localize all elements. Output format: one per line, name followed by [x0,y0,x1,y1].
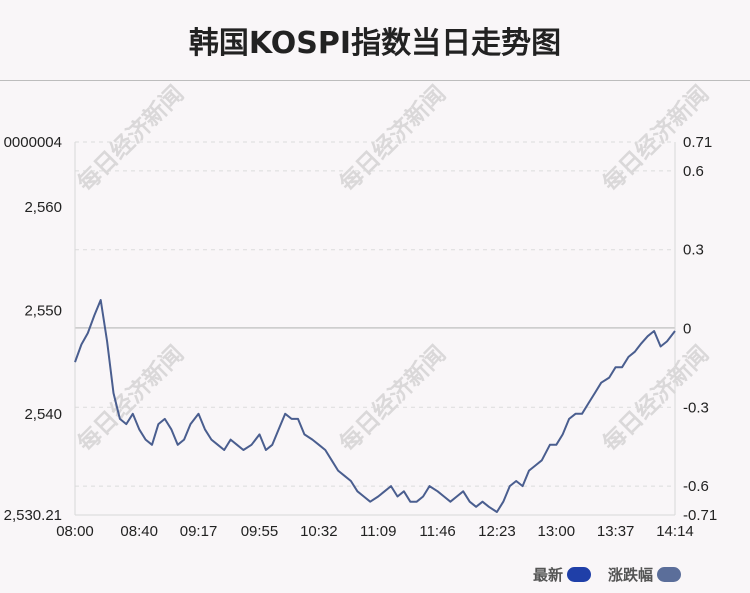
x-tick-label: 10:32 [300,523,338,540]
title-divider [0,80,750,81]
y-left-tick-label: 2,530.21 [4,507,62,524]
y-right-tick-label: -0.6 [683,478,709,495]
y-right-tick-label: -0.71 [683,507,717,524]
x-tick-label: 09:17 [180,523,218,540]
y-right-tick-label: -0.3 [683,399,709,416]
y-left-tick-label: 2,560 [24,199,62,216]
y-right-tick-label: 0.71 [683,134,712,151]
y-right-tick-label: 0.3 [683,242,704,259]
legend-item-latest[interactable]: 最新 [533,564,592,585]
chart-title: 韩国KOSPI指数当日走势图 [188,26,562,61]
x-tick-label: 11:09 [360,523,396,540]
legend-swatch [657,567,682,582]
x-tick-label: 14:14 [656,523,694,540]
legend-swatch [567,567,592,582]
x-tick-label: 08:00 [56,523,94,540]
x-tick-label: 11:46 [419,523,455,540]
x-tick-label: 13:37 [597,523,635,540]
y-left-tick-label: 0000004 [4,134,62,151]
x-tick-label: 09:55 [241,523,279,540]
index-line [74,299,676,513]
y-right-tick-label: 0.6 [683,163,704,180]
legend-label: 最新 [533,566,564,584]
x-tick-label: 08:40 [120,523,158,540]
legend-item-change[interactable]: 涨跌幅 [608,564,682,585]
y-left-tick-label: 2,540 [24,406,62,423]
x-tick-label: 13:00 [538,523,576,540]
y-left-tick-label: 2,550 [24,302,62,319]
legend-label: 涨跌幅 [608,566,654,584]
y-right-tick-label: 0 [683,321,691,338]
x-tick-label: 12:23 [478,523,516,540]
